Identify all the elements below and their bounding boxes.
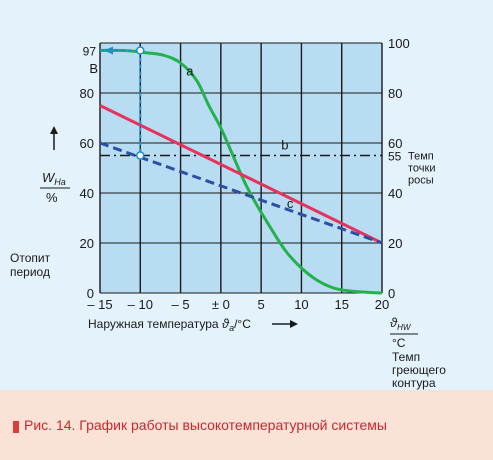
- x-tick-label: – 5: [172, 297, 190, 312]
- series-line-c: [99, 104, 383, 245]
- series-line-dashed-blue: [99, 141, 383, 245]
- left-annotation-value: 97: [83, 45, 97, 59]
- y-left-tick-label: 0: [87, 286, 94, 301]
- x-axis-arrow-icon: [290, 320, 298, 328]
- highlight-marker-bottom: [136, 151, 145, 160]
- y-left-tick-label: 40: [80, 186, 94, 201]
- y-right-axis-unit: °C: [392, 336, 406, 350]
- series-label-a: a: [186, 64, 194, 79]
- caption-marker-icon: [13, 421, 19, 433]
- y-right-axis-desc: контура: [392, 376, 436, 390]
- y-right-tick-label: 60: [388, 136, 402, 151]
- highlight-marker-top: [136, 46, 145, 55]
- y-left-tick-label: 60: [80, 136, 94, 151]
- left-caption-line: Отопит: [10, 251, 51, 265]
- y-right-tick-label: 80: [388, 86, 402, 101]
- y-right-tick-label: 0: [388, 286, 395, 301]
- x-axis-label: Наружная температура ϑa/°C: [88, 316, 251, 333]
- figure-caption-bar: Рис. 14. График работы высокотемпературн…: [0, 390, 493, 460]
- x-tick-label: 20: [375, 297, 389, 312]
- x-tick-label: ± 0: [212, 297, 230, 312]
- y-right-axis-desc: греющего: [392, 363, 446, 377]
- y-left-tick-label: 80: [80, 86, 94, 101]
- x-tick-label: 10: [294, 297, 308, 312]
- y-axis-arrow-icon: [50, 126, 58, 134]
- y-left-axis-unit: %: [46, 190, 58, 205]
- x-tick-label: – 15: [87, 297, 112, 312]
- series-label-c: c: [287, 196, 294, 211]
- right-annotation-desc: росы: [408, 175, 434, 187]
- y-right-axis-desc: Темп: [392, 350, 420, 364]
- right-annotation-desc: точки: [408, 163, 435, 175]
- x-tick-label: – 10: [128, 297, 153, 312]
- highlight-arrow-icon: [104, 46, 113, 55]
- y-left-tick-label: 20: [80, 236, 94, 251]
- x-tick-label: 15: [334, 297, 348, 312]
- series-label-b: b: [281, 137, 288, 152]
- plot-background: [100, 43, 382, 293]
- left-caption-line: период: [10, 265, 50, 279]
- left-annotation-letter: B: [89, 61, 98, 76]
- right-annotation-desc: Темп: [408, 151, 434, 163]
- series-line-a: [99, 48, 383, 295]
- y-right-tick-label: 40: [388, 186, 402, 201]
- y-right-tick-label: 100: [388, 36, 410, 51]
- x-tick-label: 5: [258, 297, 265, 312]
- figure-caption: Рис. 14. График работы высокотемпературн…: [24, 417, 387, 433]
- y-right-axis-label: ϑHW: [390, 315, 412, 332]
- y-right-tick-label: 20: [388, 236, 402, 251]
- y-left-axis-label: WНа: [42, 170, 66, 187]
- right-annotation-value: 55: [388, 150, 402, 164]
- chart-area: a b c 97 B 0 20 40 60 80 0 20 40 60 80 100– 15– 10– 5 ± …: [10, 36, 446, 390]
